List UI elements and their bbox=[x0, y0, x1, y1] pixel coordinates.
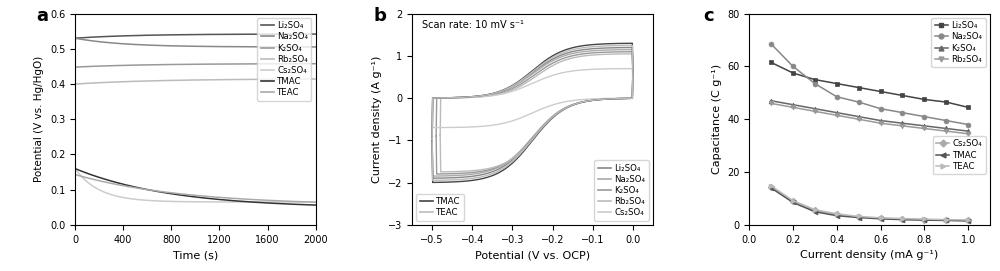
Y-axis label: Current density (A g⁻¹): Current density (A g⁻¹) bbox=[372, 56, 382, 183]
Legend: Cs₂SO₄, TMAC, TEAC: Cs₂SO₄, TMAC, TEAC bbox=[933, 136, 986, 174]
X-axis label: Time (s): Time (s) bbox=[173, 250, 218, 260]
Y-axis label: Capacitance (C g⁻¹): Capacitance (C g⁻¹) bbox=[712, 64, 722, 174]
Legend: Li₂SO₄, Na₂SO₄, K₂SO₄, Rb₂SO₄, Cs₂SO₄, TMAC, TEAC: Li₂SO₄, Na₂SO₄, K₂SO₄, Rb₂SO₄, Cs₂SO₄, T… bbox=[257, 18, 311, 101]
Text: a: a bbox=[36, 7, 48, 25]
X-axis label: Potential (V vs. OCP): Potential (V vs. OCP) bbox=[475, 250, 590, 260]
Y-axis label: Potential (V vs. Hg/HgO): Potential (V vs. Hg/HgO) bbox=[34, 56, 44, 182]
Legend: Li₂SO₄, Na₂SO₄, K₂SO₄, Rb₂SO₄, Cs₂SO₄: Li₂SO₄, Na₂SO₄, K₂SO₄, Rb₂SO₄, Cs₂SO₄ bbox=[594, 160, 649, 221]
Text: Scan rate: 10 mV s⁻¹: Scan rate: 10 mV s⁻¹ bbox=[422, 20, 524, 30]
Text: b: b bbox=[374, 7, 386, 25]
Text: c: c bbox=[703, 7, 714, 25]
X-axis label: Current density (mA g⁻¹): Current density (mA g⁻¹) bbox=[800, 250, 939, 260]
